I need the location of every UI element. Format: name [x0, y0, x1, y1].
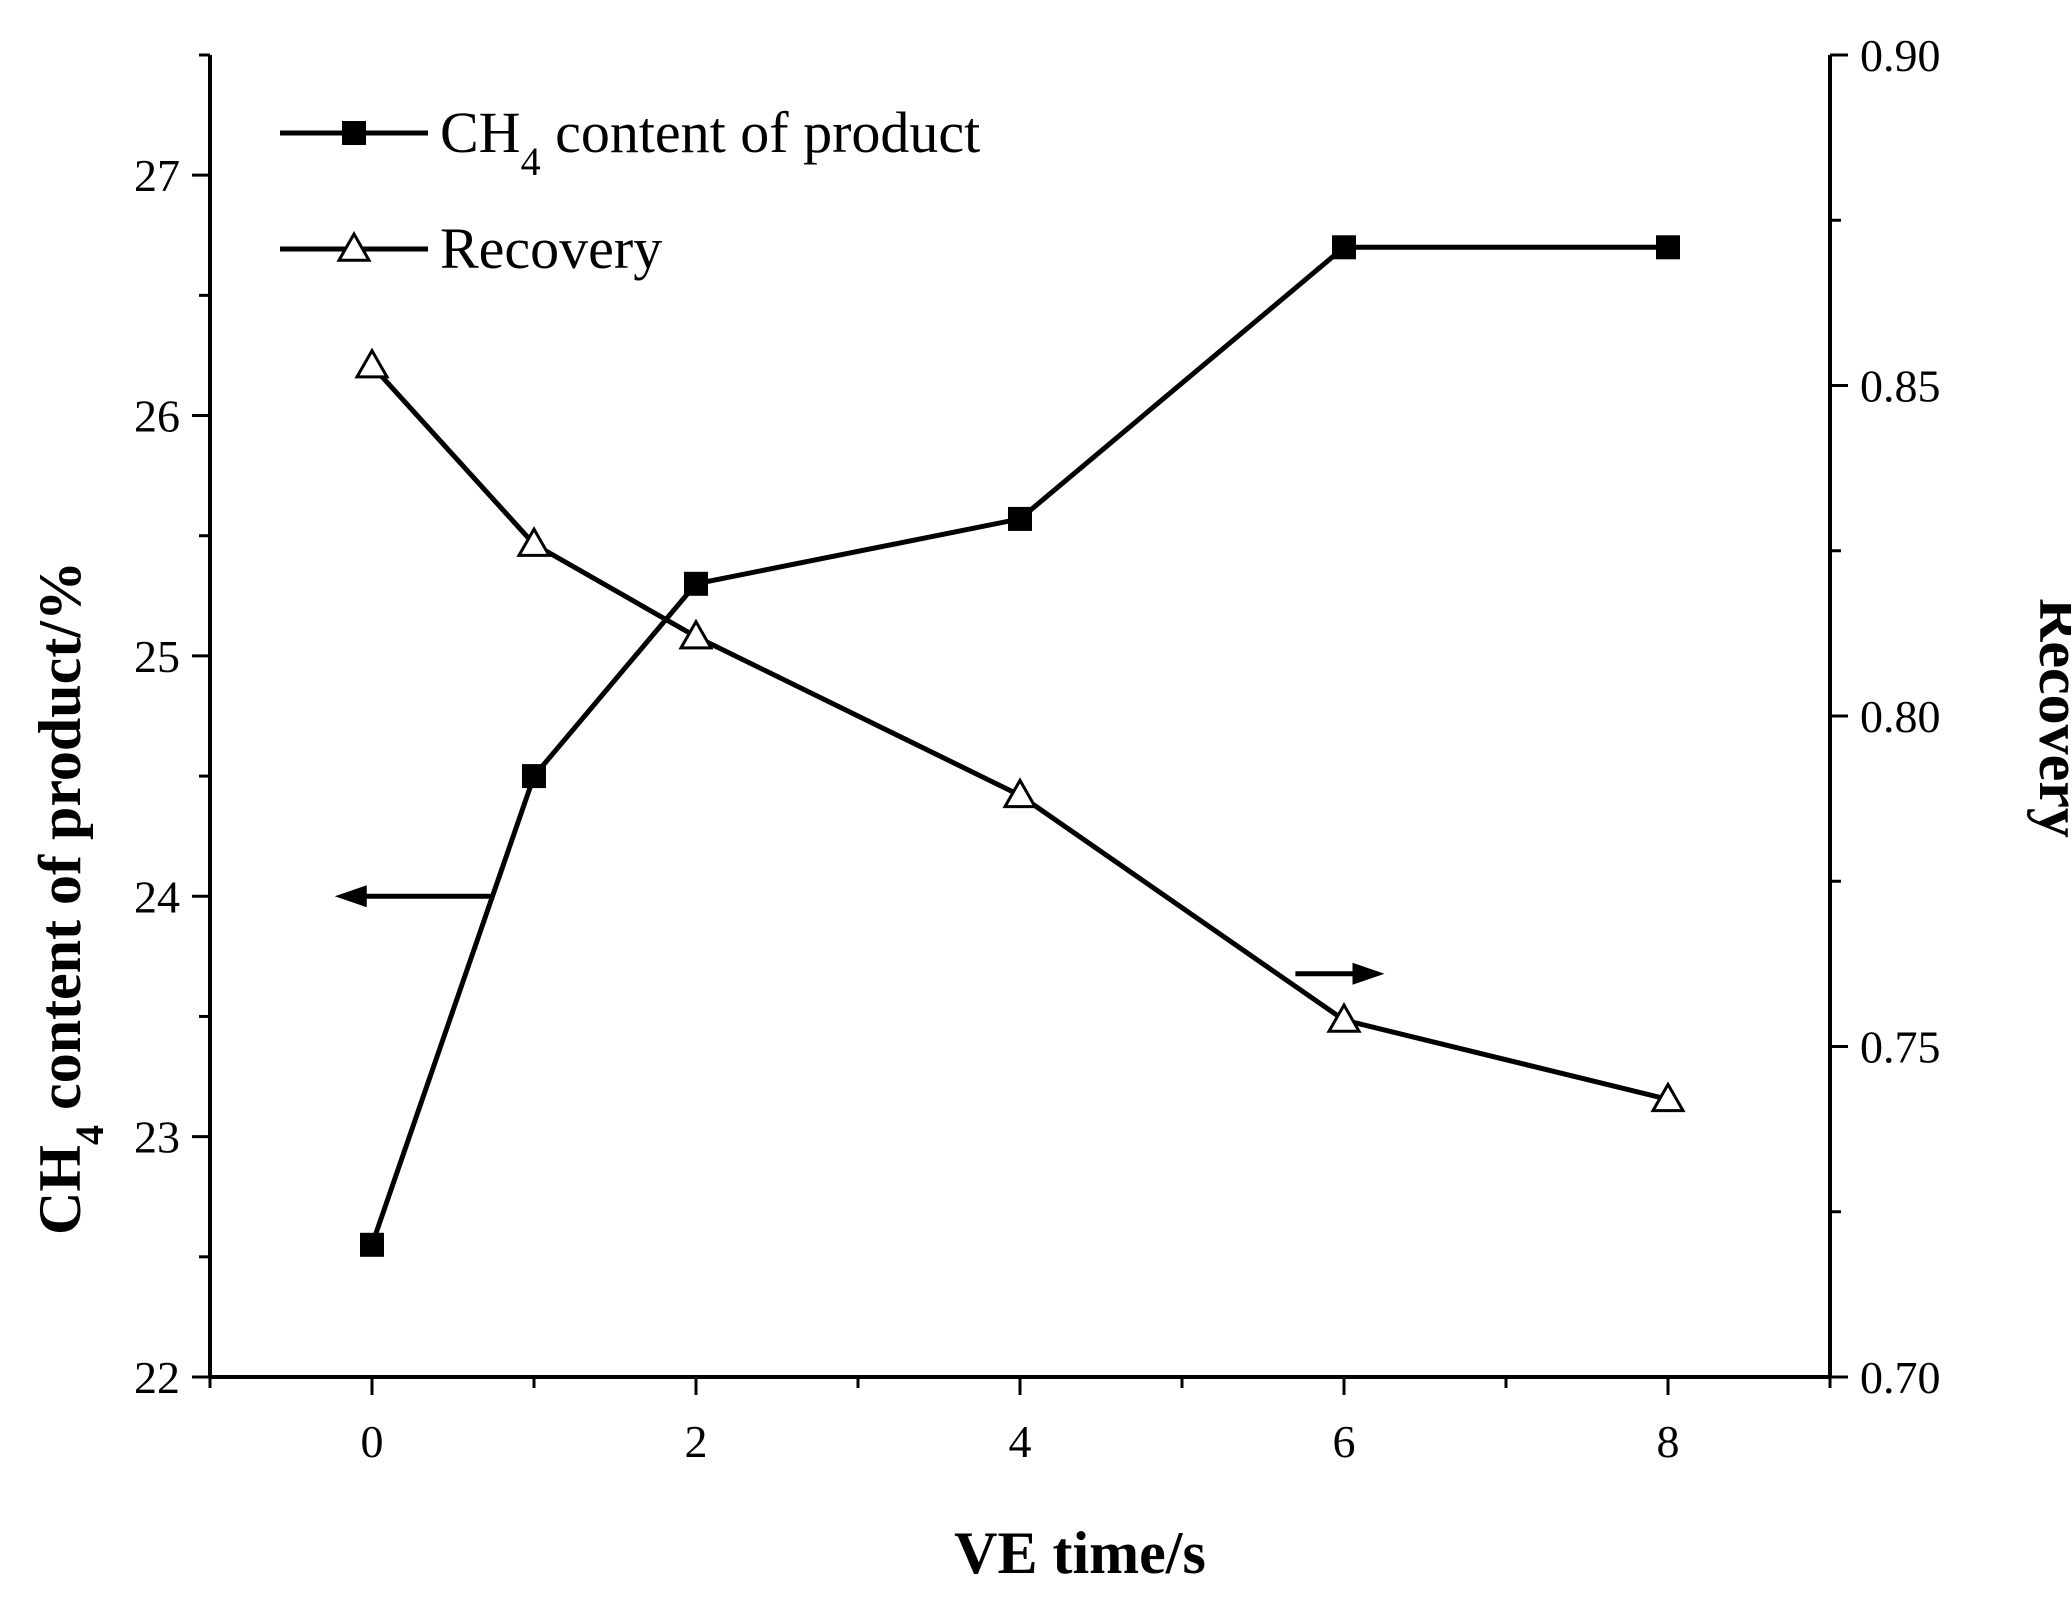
- x-tick-label: 2: [685, 1416, 708, 1467]
- y-right-tick-label: 0.90: [1860, 30, 1941, 81]
- x-axis-title: VE time/s: [954, 1520, 1206, 1586]
- legend-marker: [336, 230, 372, 262]
- y-left-title-main: CH: [27, 1145, 93, 1235]
- legend-label-recovery: Recovery: [440, 216, 662, 281]
- legend-label-main: CH: [440, 100, 521, 165]
- x-tick-label: 4: [1009, 1416, 1032, 1467]
- y-left-tick-label: 24: [134, 871, 180, 922]
- legend-label-rest: content of product: [541, 100, 981, 165]
- data-point: [1008, 506, 1032, 531]
- left-axis-arrow-head: [334, 885, 367, 908]
- legend: CH4 content of product Recovery: [280, 100, 980, 281]
- x-tick-label: 8: [1657, 1416, 1680, 1467]
- y-left-title-rest: content of product/%: [27, 561, 93, 1125]
- y-right-tick-label: 0.85: [1860, 361, 1941, 412]
- data-point: [1650, 1081, 1686, 1113]
- data-point: [678, 618, 714, 650]
- data-point: [1656, 235, 1680, 260]
- y-right-tick-label: 0.75: [1860, 1022, 1941, 1073]
- x-tick-label: 0: [361, 1416, 384, 1467]
- data-point: [684, 571, 708, 596]
- series-ch4-content: [360, 235, 1680, 1257]
- series-recovery: [354, 347, 1686, 1113]
- series-line: [369, 244, 1668, 1246]
- y-left-tick-label: 26: [134, 391, 180, 442]
- series-line: [370, 363, 1669, 1102]
- y-right-tick-label: 0.70: [1860, 1352, 1941, 1403]
- legend-label-ch4: CH4 content of product: [440, 100, 980, 184]
- y-left-title-sub: 4: [67, 1125, 112, 1145]
- y-left-tick-label: 22: [134, 1352, 180, 1403]
- data-point: [1332, 235, 1356, 260]
- annotation-layer: [334, 885, 1385, 985]
- data-point: [522, 764, 546, 789]
- legend-entry-ch4: CH4 content of product: [280, 100, 980, 184]
- legend-label-sub: 4: [521, 139, 541, 184]
- legend-entry-recovery: Recovery: [280, 216, 662, 281]
- y-right-axis-title: Recovery: [2027, 598, 2071, 838]
- right-axis-arrow-head: [1352, 962, 1385, 985]
- x-tick-label: 6: [1333, 1416, 1356, 1467]
- data-point: [1002, 777, 1038, 809]
- series-layer: [354, 235, 1686, 1257]
- data-point: [360, 1232, 384, 1257]
- legend-marker: [342, 121, 366, 145]
- data-point: [1326, 1002, 1362, 1033]
- y-left-axis-title: CH4 content of product/%: [27, 561, 112, 1235]
- y-right-tick-label: 0.80: [1860, 691, 1941, 742]
- y-left-tick-label: 25: [134, 631, 180, 682]
- data-point: [516, 526, 552, 557]
- y-left-tick-label: 27: [134, 150, 180, 201]
- data-point: [354, 347, 390, 379]
- y-left-tick-label: 23: [134, 1112, 180, 1163]
